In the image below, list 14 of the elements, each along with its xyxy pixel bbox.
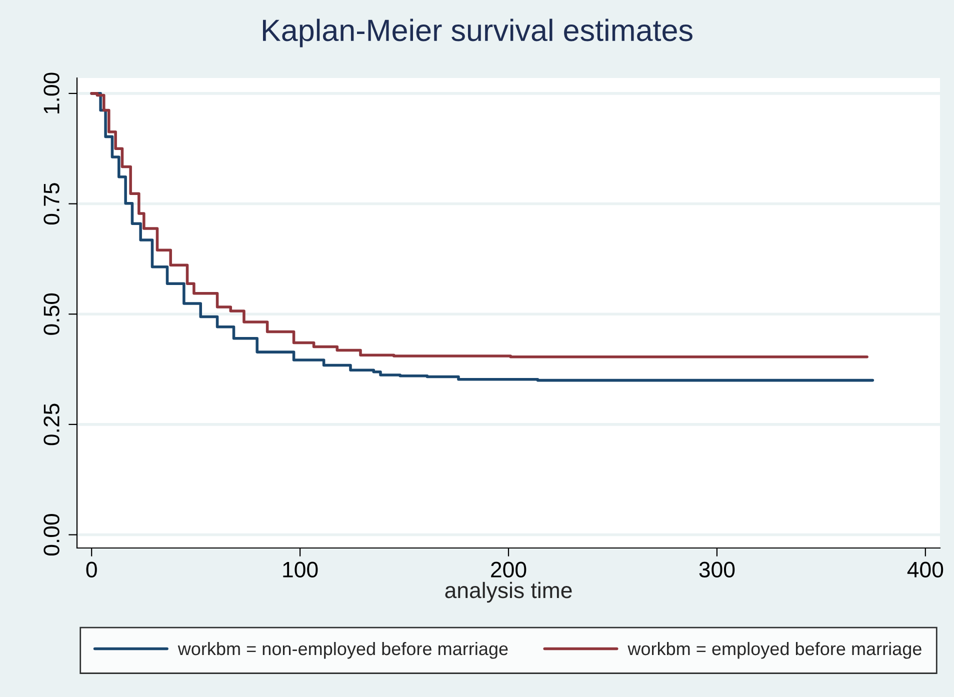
x-tick-label: 200 xyxy=(491,562,526,578)
chart-title: Kaplan-Meier survival estimates xyxy=(263,18,692,48)
y-tick-label: 0.25 xyxy=(44,404,60,446)
x-axis-title: analysis time xyxy=(445,582,572,603)
y-tick-label: 0.00 xyxy=(44,514,60,556)
y-tick-label: 0.50 xyxy=(44,293,60,335)
x-tick-label: 0 xyxy=(86,562,97,578)
x-tick-label: 300 xyxy=(699,562,735,578)
x-tick-label: 400 xyxy=(907,562,944,578)
y-tick-label: 1.00 xyxy=(44,72,60,114)
x-tick-label: 100 xyxy=(283,562,318,578)
legend-label: workbm = non-employed before marriage xyxy=(178,642,508,659)
legend-label: workbm = employed before marriage xyxy=(628,642,922,659)
y-tick-label: 0.75 xyxy=(44,183,60,225)
